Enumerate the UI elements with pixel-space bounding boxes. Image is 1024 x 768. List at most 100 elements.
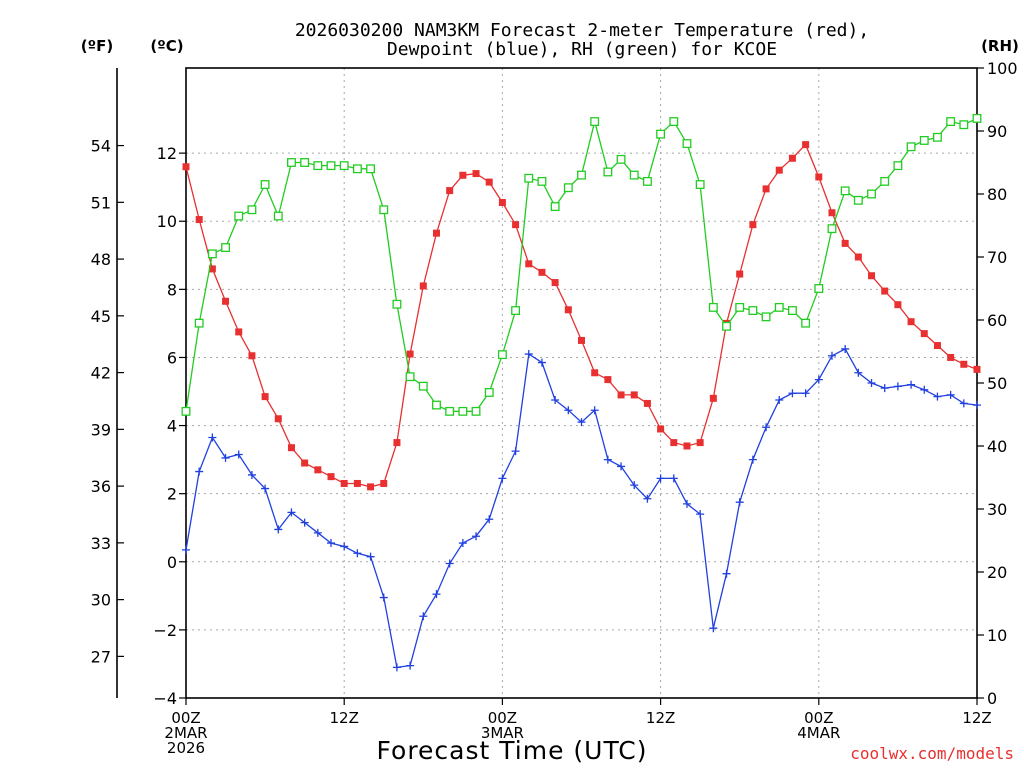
temperature-point bbox=[446, 187, 454, 195]
dewpoint-point bbox=[313, 528, 322, 537]
rh-point bbox=[761, 312, 771, 322]
fahrenheit-tick-label: 48 bbox=[91, 250, 111, 269]
dewpoint-point bbox=[300, 518, 309, 527]
dewpoint-point bbox=[841, 344, 850, 353]
dewpoint-point bbox=[617, 462, 626, 471]
rh-tick-label: 70 bbox=[987, 248, 1007, 267]
dewpoint-point bbox=[195, 467, 204, 476]
fahrenheit-tick-label: 27 bbox=[91, 647, 111, 666]
x-tick-label-line: 2026 bbox=[167, 739, 205, 757]
dewpoint-point bbox=[946, 390, 955, 399]
dewpoint-point bbox=[458, 539, 467, 548]
temperature-point bbox=[459, 171, 467, 179]
temperature-point bbox=[498, 199, 506, 207]
rh-point bbox=[695, 180, 705, 189]
temperature-point bbox=[920, 330, 928, 338]
temperature-point bbox=[195, 216, 203, 224]
dewpoint-point bbox=[893, 382, 902, 391]
data-series bbox=[181, 113, 982, 672]
rh-point bbox=[379, 205, 389, 215]
temperature-point bbox=[947, 353, 955, 361]
rh-point bbox=[735, 302, 745, 312]
temperature-point bbox=[788, 154, 796, 162]
celsius-tick-label: 10 bbox=[157, 212, 177, 231]
temperature-point bbox=[933, 342, 941, 350]
rh-point bbox=[603, 167, 613, 177]
temperature-point bbox=[696, 439, 704, 447]
x-tick-label: 00Z 2MAR 2026 bbox=[164, 709, 207, 757]
rh-point bbox=[867, 189, 876, 199]
rh-point bbox=[405, 372, 415, 382]
fahrenheit-tick-label: 36 bbox=[91, 477, 111, 496]
temperature-point bbox=[657, 425, 665, 433]
dewpoint-point bbox=[353, 549, 362, 558]
rh-point bbox=[392, 299, 402, 309]
x-tick-label: 12Z bbox=[962, 709, 991, 727]
celsius-tick-label: 12 bbox=[157, 144, 177, 163]
celsius-tick-label: −2 bbox=[153, 621, 177, 640]
temperature-point bbox=[301, 459, 309, 467]
temperature-point bbox=[762, 185, 770, 193]
dewpoint-point bbox=[682, 499, 691, 508]
dewpoint-point bbox=[537, 358, 546, 367]
rh-point bbox=[234, 211, 244, 221]
rh-point bbox=[933, 132, 942, 142]
celsius-tick-label: 0 bbox=[167, 553, 177, 572]
dewpoint-point bbox=[445, 559, 454, 568]
fahrenheit-tick-label: 51 bbox=[91, 193, 111, 212]
dewpoint-point bbox=[603, 455, 612, 464]
dewpoint-point bbox=[656, 474, 665, 483]
temperature-point bbox=[683, 442, 691, 450]
fahrenheit-tick-label: 30 bbox=[91, 591, 111, 610]
temperature-point bbox=[182, 163, 190, 171]
dewpoint-point bbox=[775, 396, 784, 405]
rh-tick-label: 60 bbox=[987, 311, 1007, 330]
temperature-point bbox=[775, 166, 783, 174]
x-tick-label-line: 2MAR bbox=[164, 724, 207, 742]
temperature-point bbox=[709, 394, 717, 402]
rh-point bbox=[906, 142, 916, 152]
temperature-point bbox=[327, 473, 335, 481]
rh-point bbox=[194, 318, 204, 328]
temperature-point bbox=[564, 306, 572, 314]
temperature-point bbox=[630, 391, 638, 399]
rh-point bbox=[181, 406, 191, 416]
dewpoint-point bbox=[498, 474, 507, 483]
rh-point bbox=[972, 113, 982, 123]
rh-point bbox=[511, 306, 521, 315]
rh-point bbox=[577, 170, 586, 180]
rh-tick-label: 100 bbox=[987, 59, 1018, 78]
temperature-point bbox=[248, 352, 256, 360]
temperature-point bbox=[828, 209, 836, 217]
temperature-point bbox=[472, 170, 480, 178]
dewpoint-point bbox=[867, 379, 876, 387]
temperature-point bbox=[604, 376, 612, 384]
temperature-point bbox=[485, 178, 493, 186]
dewpoint-point bbox=[933, 392, 942, 401]
dewpoint-point bbox=[577, 418, 586, 427]
rh-point bbox=[287, 158, 296, 167]
temperature-point bbox=[274, 415, 282, 423]
dewpoint-point bbox=[590, 406, 599, 415]
dewpoint-point bbox=[814, 375, 823, 384]
rh-point bbox=[471, 406, 481, 416]
dewpoint-point bbox=[366, 552, 375, 561]
rh-tick-label: 90 bbox=[987, 122, 1007, 141]
rh-point bbox=[313, 161, 323, 171]
temperature-point bbox=[841, 239, 849, 247]
rh-point bbox=[787, 306, 797, 315]
temperature-point bbox=[512, 221, 520, 229]
dewpoint-point bbox=[907, 380, 916, 389]
celsius-unit-label: (ºC) bbox=[150, 37, 183, 55]
rh-point bbox=[260, 180, 270, 189]
fahrenheit-tick-label: 39 bbox=[91, 420, 111, 439]
rh-point bbox=[563, 183, 573, 193]
credit-text: coolwx.com/models bbox=[850, 744, 1014, 763]
dewpoint-point bbox=[709, 624, 718, 633]
rh-point bbox=[946, 117, 956, 126]
rh-point bbox=[919, 135, 929, 145]
temperature-point bbox=[591, 369, 599, 377]
rh-tick-label: 10 bbox=[987, 626, 1007, 645]
dewpoint-point bbox=[340, 542, 349, 551]
